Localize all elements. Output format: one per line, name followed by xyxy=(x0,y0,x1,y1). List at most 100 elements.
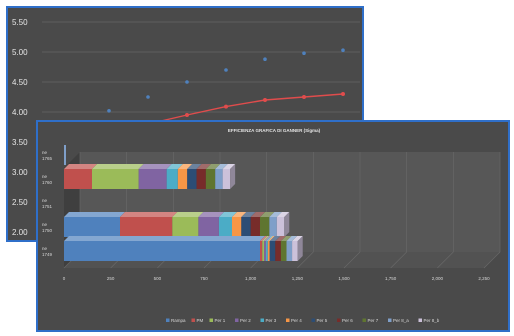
gridline xyxy=(343,251,361,269)
y-tick-label: 4.50 xyxy=(12,78,28,87)
bar-segment xyxy=(64,241,260,261)
legend-label: Per 3 xyxy=(266,318,277,323)
bar-segment xyxy=(92,169,139,189)
x-tick-label: 750 xyxy=(200,276,208,281)
bar-top xyxy=(260,236,268,241)
bar-segment xyxy=(172,217,199,237)
bar-segment xyxy=(292,241,298,261)
bar-segment xyxy=(267,241,270,261)
bar-top xyxy=(241,212,256,217)
bar-segment xyxy=(250,217,260,237)
category-label: 1749 xyxy=(42,252,53,257)
legend-swatch xyxy=(191,318,195,322)
bar-segment xyxy=(218,217,232,237)
category-label: ne xyxy=(42,222,48,227)
bar-segment xyxy=(241,217,251,237)
legend-swatch xyxy=(166,318,170,322)
bar-segment xyxy=(120,217,173,237)
scatter-point xyxy=(224,68,228,72)
bar-segment xyxy=(187,169,197,189)
bar-side xyxy=(230,164,236,189)
bar-top xyxy=(215,164,228,169)
bar-top xyxy=(269,212,282,217)
x-tick-label: 1,500 xyxy=(338,276,350,281)
bar-segment xyxy=(205,169,216,189)
y-tick-label: 3.50 xyxy=(12,138,28,147)
bar-top xyxy=(292,236,303,241)
x-tick-label: 1,750 xyxy=(385,276,397,281)
gridline xyxy=(483,251,501,269)
bar-top xyxy=(264,236,271,241)
line-point xyxy=(185,113,189,117)
bar-top xyxy=(218,212,237,217)
category-label: ne xyxy=(42,246,48,251)
bar-top xyxy=(280,236,292,241)
scatter-point xyxy=(302,51,306,55)
bar-side xyxy=(284,212,290,237)
bar-top xyxy=(177,164,193,169)
category-label: 1751 xyxy=(42,204,53,209)
gridline xyxy=(437,251,454,269)
bar-segment xyxy=(262,241,265,261)
bar-top xyxy=(92,164,144,169)
x-tick-label: 1,250 xyxy=(292,276,304,281)
bar-top xyxy=(262,236,270,241)
legend-swatch xyxy=(337,318,341,322)
bar-segment xyxy=(222,169,231,189)
bar-segment xyxy=(286,241,293,261)
bar-segment xyxy=(196,169,206,189)
bar-top xyxy=(187,164,202,169)
bar-top xyxy=(138,164,172,169)
category-label: 1760 xyxy=(42,180,53,185)
bar-top xyxy=(222,164,236,169)
legend-label: Per 8_a xyxy=(393,318,409,323)
legend-swatch xyxy=(235,318,239,322)
line-point xyxy=(224,104,228,109)
scatter-point xyxy=(146,95,150,99)
x-tick-label: 1,000 xyxy=(245,276,257,281)
x-tick-label: 250 xyxy=(107,276,115,281)
legend-label: Per 8_b xyxy=(424,318,440,323)
scatter-point xyxy=(107,109,111,113)
bar-top xyxy=(205,164,221,169)
bar-segment xyxy=(64,217,120,237)
bar-top xyxy=(232,212,247,217)
legend-swatch xyxy=(388,318,392,322)
gridline xyxy=(390,251,407,269)
bar-segment xyxy=(166,169,178,189)
legend-label: Per 5 xyxy=(317,318,328,323)
bar-top xyxy=(267,236,275,241)
y-tick-label: 2.00 xyxy=(12,228,28,237)
bar-segment xyxy=(215,169,223,189)
bar-segment xyxy=(280,241,287,261)
bar-top xyxy=(64,164,97,169)
y-tick-label: 4.00 xyxy=(12,108,28,117)
category-label: ne xyxy=(42,150,48,155)
bar-segment xyxy=(260,241,263,261)
line-point xyxy=(302,95,306,99)
bar-segment xyxy=(269,217,277,237)
legend-swatch xyxy=(362,318,366,322)
bar-top xyxy=(265,236,273,241)
bar-top xyxy=(196,164,211,169)
legend-swatch xyxy=(286,318,290,322)
bar-segment xyxy=(275,241,281,261)
legend-label: PM xyxy=(197,318,204,323)
bar-segment xyxy=(232,217,242,237)
x-tick-label: 2,000 xyxy=(432,276,444,281)
bar-top xyxy=(250,212,265,217)
y-tick-label: 2.50 xyxy=(12,198,28,207)
bar-segment xyxy=(276,217,285,237)
legend-swatch xyxy=(418,318,422,322)
legend-label: Per 2 xyxy=(240,318,251,323)
gridline xyxy=(297,251,314,269)
legend-label: Per 4 xyxy=(291,318,302,323)
bar-top xyxy=(269,236,281,241)
x-tick-label: 500 xyxy=(154,276,162,281)
line-point xyxy=(263,98,267,102)
bar-top xyxy=(275,236,286,241)
bar-chart-panel: EFFICIENZA GRAFICA DI GANNER (Sigma) 0 250… xyxy=(36,120,510,332)
legend-swatch xyxy=(311,318,315,322)
x-tick-label: 2,250 xyxy=(478,276,490,281)
scatter-point xyxy=(263,57,267,61)
